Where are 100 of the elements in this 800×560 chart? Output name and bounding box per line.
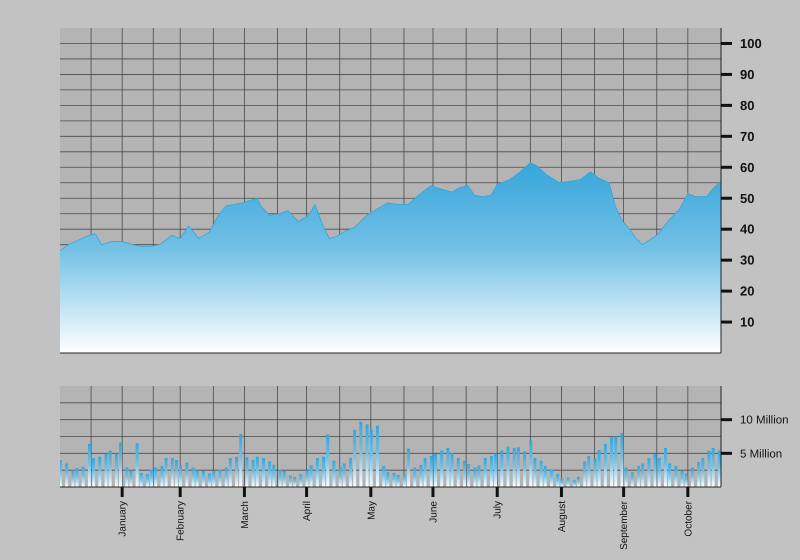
bar — [641, 463, 644, 487]
bar — [434, 454, 437, 487]
bar — [310, 465, 313, 487]
bar — [610, 437, 614, 487]
bar — [654, 454, 657, 487]
bar — [424, 458, 427, 487]
bar — [630, 472, 634, 487]
x-tick-label: February — [176, 501, 187, 542]
bar — [359, 422, 362, 487]
y-tick-label: 10 Million — [740, 414, 789, 427]
bar — [456, 458, 460, 487]
bar — [550, 469, 554, 487]
bar — [332, 460, 336, 487]
bar — [477, 465, 480, 487]
bar — [566, 478, 570, 487]
bar — [88, 444, 91, 487]
bar — [262, 458, 265, 487]
bar — [516, 447, 520, 487]
bar — [146, 474, 149, 487]
bar — [288, 476, 292, 487]
bar — [560, 478, 564, 487]
bar — [450, 452, 454, 487]
x-tick-label: June — [428, 500, 440, 523]
bar — [316, 458, 319, 487]
bar — [235, 456, 238, 487]
y-tick-label: 5 Million — [740, 448, 782, 460]
bar — [500, 450, 504, 487]
y-tick-label: 100 — [740, 36, 762, 52]
bar — [282, 470, 286, 487]
bar — [576, 476, 580, 487]
bar — [529, 440, 532, 487]
bar — [430, 456, 433, 487]
bar — [484, 458, 487, 487]
bar — [185, 462, 188, 487]
bar — [680, 470, 684, 487]
bar — [299, 474, 302, 487]
y-tick-label: 20 — [740, 284, 754, 299]
bar — [440, 450, 444, 487]
bar — [467, 464, 470, 487]
x-tick-label: January — [118, 501, 129, 537]
bar — [338, 466, 342, 487]
bar — [512, 448, 516, 487]
bar — [490, 456, 493, 487]
y-tick-label: 10 — [740, 314, 754, 330]
bar — [690, 467, 694, 487]
bar — [556, 474, 560, 487]
bar — [494, 453, 498, 487]
bar — [322, 456, 326, 487]
bar — [637, 466, 640, 487]
bar — [697, 462, 700, 487]
bar — [239, 434, 242, 487]
bar — [349, 458, 352, 487]
y-tick-label: 40 — [740, 222, 754, 237]
bar — [382, 466, 386, 487]
bar — [192, 467, 195, 487]
x-tick-label: September — [619, 500, 630, 550]
x-tick-label: July — [492, 501, 504, 519]
bar — [366, 424, 369, 487]
bar — [407, 448, 410, 487]
bar — [160, 466, 164, 487]
bar — [402, 474, 406, 487]
bar — [268, 461, 272, 487]
bar — [506, 446, 510, 487]
bar — [533, 458, 536, 487]
x-tick-label: October — [683, 500, 694, 537]
bar — [252, 460, 255, 487]
bar — [396, 474, 400, 487]
bar — [224, 467, 228, 487]
bar — [413, 467, 416, 487]
y-tick-label: 90 — [740, 66, 754, 82]
bar — [370, 430, 373, 487]
bar — [658, 458, 661, 487]
y-tick-label: 30 — [740, 252, 754, 268]
bar — [278, 469, 282, 487]
bar — [342, 463, 346, 487]
bar — [353, 430, 356, 487]
bar — [598, 450, 601, 487]
bar — [594, 458, 597, 487]
bar — [174, 460, 178, 487]
bar — [523, 451, 526, 487]
bar — [604, 444, 607, 487]
bar — [326, 434, 330, 487]
bar — [218, 469, 222, 487]
bar — [462, 460, 466, 487]
bar — [208, 474, 212, 487]
bar — [71, 470, 74, 487]
bar — [419, 464, 422, 487]
bar — [587, 456, 590, 487]
bar — [293, 476, 296, 487]
bar — [256, 456, 259, 487]
bar — [712, 448, 715, 487]
bar — [664, 448, 667, 487]
y-tick-label: 70 — [740, 128, 754, 144]
bar — [674, 466, 678, 487]
bar — [707, 450, 710, 487]
bar — [306, 470, 309, 487]
bar — [701, 458, 704, 487]
bar — [245, 457, 248, 487]
bar — [446, 448, 450, 487]
bar — [620, 433, 624, 487]
